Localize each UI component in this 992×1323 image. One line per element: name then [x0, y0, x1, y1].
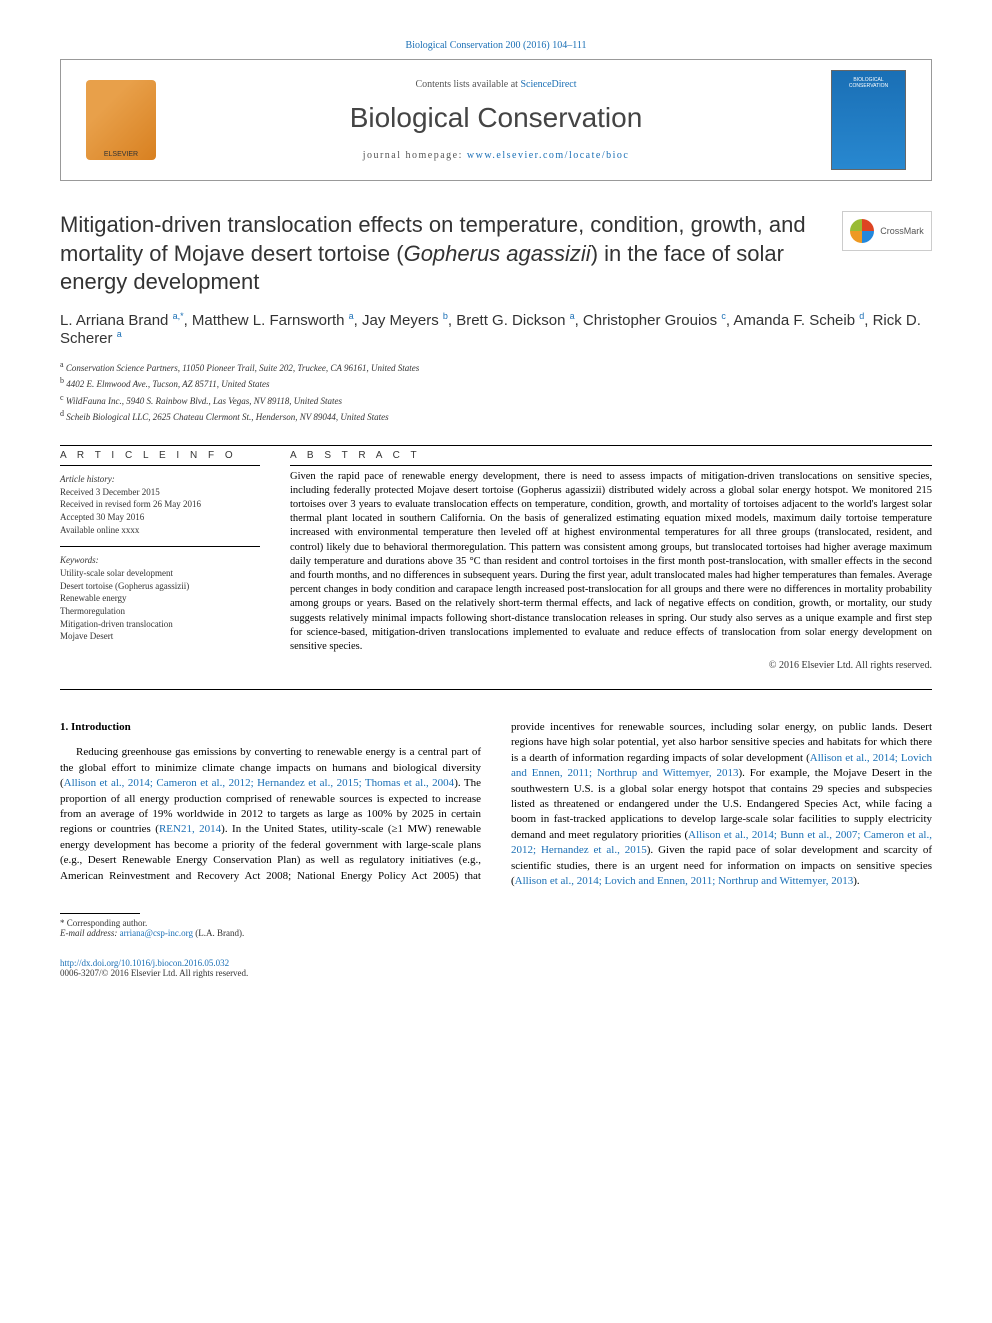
history-label: Article history: — [60, 474, 260, 484]
keyword-0: Utility-scale solar development — [60, 567, 260, 580]
keyword-3: Thermoregulation — [60, 605, 260, 618]
abstract-column: A B S T R A C T Given the rapid pace of … — [290, 450, 932, 671]
abstract-copyright: © 2016 Elsevier Ltd. All rights reserved… — [290, 660, 932, 671]
affiliation-c: c WildFauna Inc., 5940 S. Rainbow Blvd.,… — [60, 392, 932, 409]
crossmark-label: CrossMark — [880, 226, 924, 236]
journal-citation[interactable]: Biological Conservation 200 (2016) 104–1… — [60, 40, 932, 51]
intro-heading: 1. Introduction — [60, 720, 481, 735]
section-divider-2 — [60, 689, 932, 690]
affiliation-d: d Scheib Biological LLC, 2625 Chateau Cl… — [60, 408, 932, 425]
keyword-5: Mojave Desert — [60, 630, 260, 643]
corresponding-note: * Corresponding author. — [60, 918, 932, 928]
hp-prefix: journal homepage: — [363, 150, 467, 161]
footer-divider — [60, 913, 140, 914]
doi-link[interactable]: http://dx.doi.org/10.1016/j.biocon.2016.… — [60, 958, 932, 968]
sciencedirect-link[interactable]: ScienceDirect — [520, 79, 576, 90]
sciencedirect-line: Contents lists available at ScienceDirec… — [161, 79, 831, 90]
corresponding-author-footer: * Corresponding author. E-mail address: … — [60, 913, 932, 938]
affiliation-a: a Conservation Science Partners, 11050 P… — [60, 359, 932, 376]
abstract-divider — [290, 465, 932, 466]
introduction-section: 1. Introduction Reducing greenhouse gas … — [60, 720, 932, 889]
keyword-4: Mitigation-driven translocation — [60, 618, 260, 631]
journal-homepage-line: journal homepage: www.elsevier.com/locat… — [161, 150, 831, 161]
article-info-heading: A R T I C L E I N F O — [60, 450, 260, 461]
article-title: Mitigation-driven translocation effects … — [60, 211, 842, 297]
publisher-logo[interactable] — [81, 80, 161, 160]
email-label: E-mail address: — [60, 928, 120, 938]
email-suffix: (L.A. Brand). — [193, 928, 244, 938]
title-species: Gopherus agassizii — [404, 241, 591, 266]
history-online: Available online xxxx — [60, 524, 260, 537]
section-divider — [60, 445, 932, 446]
abstract-text: Given the rapid pace of renewable energy… — [290, 470, 932, 654]
author-list: L. Arriana Brand a,*, Matthew L. Farnswo… — [60, 311, 932, 347]
article-info-column: A R T I C L E I N F O Article history: R… — [60, 450, 260, 671]
sd-prefix: Contents lists available at — [415, 79, 520, 90]
crossmark-badge[interactable]: CrossMark — [842, 211, 932, 251]
corresponding-email-line: E-mail address: arriana@csp-inc.org (L.A… — [60, 928, 932, 938]
journal-name: Biological Conservation — [161, 102, 831, 134]
citation-link[interactable]: Allison et al., 2014; Cameron et al., 20… — [64, 777, 455, 789]
issn-copyright: 0006-3207/© 2016 Elsevier Ltd. All right… — [60, 968, 932, 978]
history-accepted: Accepted 30 May 2016 — [60, 511, 260, 524]
citation-link[interactable]: REN21, 2014 — [159, 823, 221, 835]
crossmark-icon — [850, 219, 874, 243]
journal-header: Contents lists available at ScienceDirec… — [60, 59, 932, 181]
email-link[interactable]: arriana@csp-inc.org — [120, 928, 193, 938]
citation-link[interactable]: Allison et al., 2014; Lovich and Ennen, … — [515, 875, 854, 887]
keyword-1: Desert tortoise (Gopherus agassizii) — [60, 580, 260, 593]
journal-cover[interactable] — [831, 70, 911, 170]
affiliation-b: b 4402 E. Elmwood Ave., Tucson, AZ 85711… — [60, 375, 932, 392]
keyword-2: Renewable energy — [60, 592, 260, 605]
intro-paragraph: Reducing greenhouse gas emissions by con… — [60, 720, 932, 889]
keywords-label: Keywords: — [60, 555, 260, 565]
info-divider-2 — [60, 546, 260, 547]
journal-cover-icon — [831, 70, 906, 170]
history-revised: Received in revised form 26 May 2016 — [60, 498, 260, 511]
doi-footer: http://dx.doi.org/10.1016/j.biocon.2016.… — [60, 958, 932, 978]
abstract-heading: A B S T R A C T — [290, 450, 932, 461]
history-received: Received 3 December 2015 — [60, 486, 260, 499]
affiliations: a Conservation Science Partners, 11050 P… — [60, 359, 932, 425]
journal-homepage-link[interactable]: www.elsevier.com/locate/bioc — [467, 150, 629, 161]
info-divider — [60, 465, 260, 466]
elsevier-tree-icon — [86, 80, 156, 160]
